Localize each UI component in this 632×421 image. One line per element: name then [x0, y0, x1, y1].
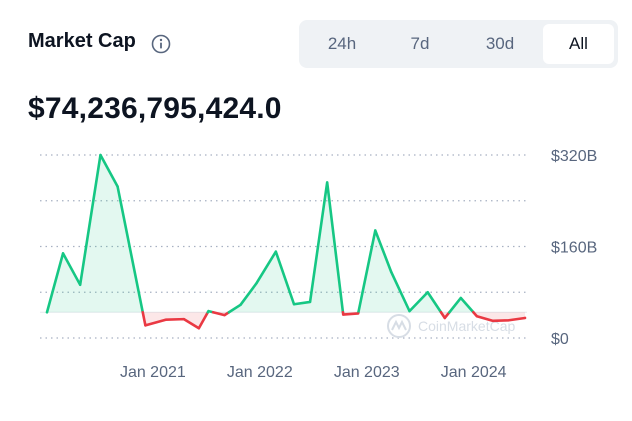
data-point [356, 312, 360, 315]
y-axis-ticks: $0 $160B $320B [551, 148, 597, 348]
data-point [239, 303, 242, 307]
x-tick-label: Jan 2024 [441, 364, 507, 381]
data-point [274, 250, 278, 253]
line-segment-up [357, 229, 443, 314]
data-point [475, 315, 479, 318]
data-point [197, 327, 201, 330]
x-tick-label: Jan 2023 [334, 364, 400, 381]
info-icon[interactable] [151, 34, 171, 54]
data-point [255, 281, 258, 285]
data-point [292, 303, 296, 306]
data-point [443, 316, 446, 320]
market-cap-value: $74,236,795,424.0 [28, 92, 282, 125]
area-above-baseline [47, 155, 143, 313]
data-point [78, 283, 82, 287]
chart-area-fills [47, 155, 525, 329]
line-segment-down [141, 310, 210, 330]
tab-30d[interactable]: 30d [485, 34, 515, 53]
line-segment-up [227, 181, 345, 314]
tab-all[interactable]: All [543, 24, 614, 64]
data-point [45, 311, 49, 314]
chart-lines [45, 153, 527, 330]
data-point [308, 300, 312, 304]
area-below-baseline [142, 312, 208, 329]
data-point [523, 316, 527, 320]
y-tick-label: $0 [551, 331, 569, 348]
data-point [390, 271, 393, 274]
y-tick-label: $160B [551, 240, 597, 257]
x-tick-label: Jan 2022 [227, 364, 293, 381]
chart-gridlines [40, 154, 527, 339]
x-tick-label: Jan 2021 [120, 364, 186, 381]
tab-24h[interactable]: 24h [327, 34, 357, 53]
data-point [99, 153, 102, 157]
tab-7d[interactable]: 7d [410, 34, 430, 53]
data-point [182, 317, 186, 321]
data-point [325, 181, 329, 184]
data-point [374, 229, 377, 232]
data-point [426, 291, 429, 294]
data-point [342, 313, 345, 316]
chart-title: Market Cap [28, 30, 136, 52]
area-above-baseline [228, 182, 343, 313]
line-segment-up [45, 153, 145, 314]
x-axis-ticks: Jan 2021 Jan 2022 Jan 2023 Jan 2024 [120, 364, 507, 381]
data-point [459, 296, 463, 300]
data-point [207, 309, 210, 313]
watermark-text: CoinMarketCap [418, 318, 515, 334]
area-above-baseline [449, 297, 474, 313]
data-point [144, 324, 147, 327]
watermark: CoinMarketCap [387, 314, 515, 338]
data-point [223, 313, 226, 317]
time-range-selector: 24h 7d 30d All [299, 20, 618, 68]
data-point [408, 309, 411, 313]
data-point [164, 318, 167, 321]
data-point [507, 319, 511, 322]
area-above-baseline [358, 230, 441, 313]
y-tick-label: $320B [551, 148, 597, 165]
data-point [491, 319, 495, 323]
data-point [116, 185, 119, 188]
data-point [61, 252, 65, 255]
